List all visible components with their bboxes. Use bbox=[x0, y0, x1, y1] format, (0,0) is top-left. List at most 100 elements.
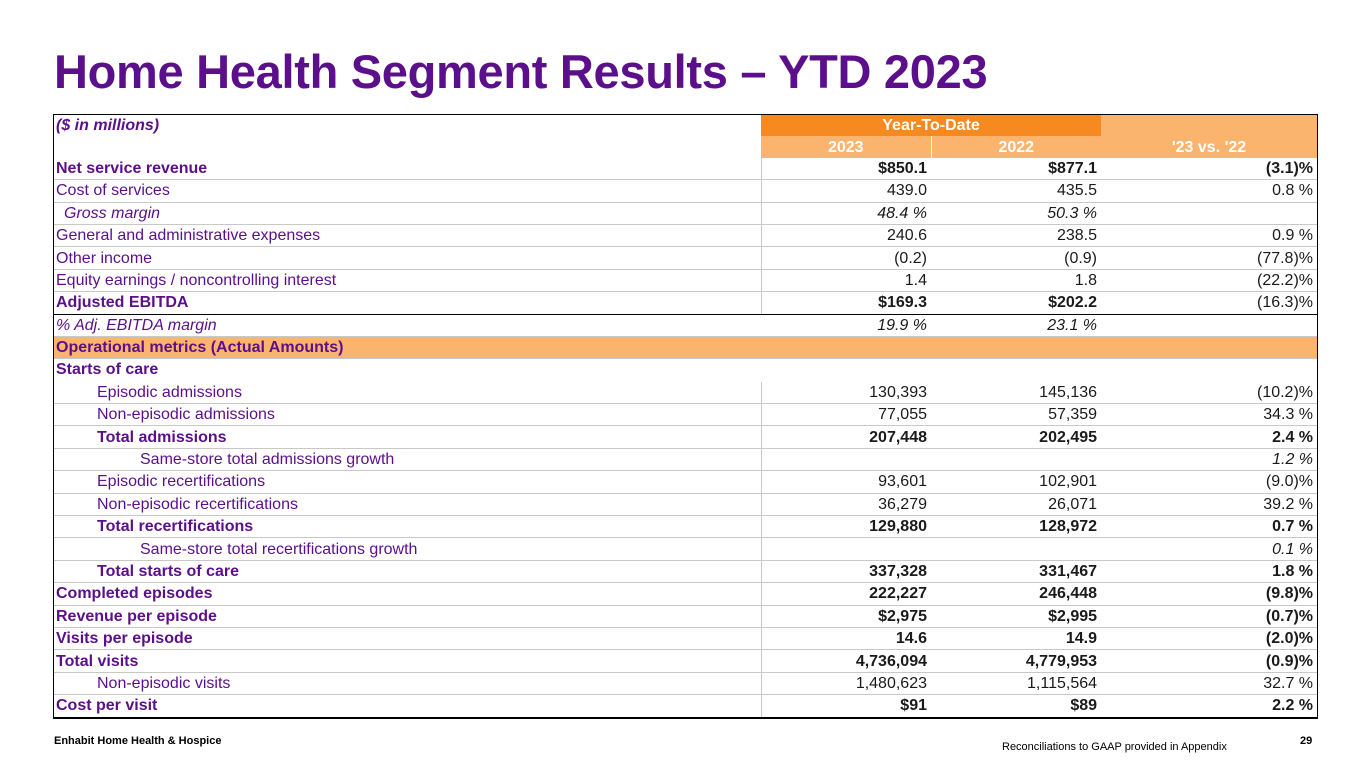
section-label: Operational metrics (Actual Amounts) bbox=[54, 336, 761, 360]
value-2023 bbox=[760, 448, 931, 472]
value-change: 39.2 % bbox=[1101, 493, 1318, 517]
row-label: Non-episodic visits bbox=[54, 672, 761, 696]
value-2023: 93,601 bbox=[760, 470, 931, 494]
value-change: (0.9)% bbox=[1101, 649, 1318, 673]
value-2022: 1.8 bbox=[931, 269, 1102, 293]
table-row: Completed episodes 222,227 246,448 (9.8)… bbox=[54, 582, 1318, 606]
row-label: % Adj. EBITDA margin bbox=[54, 314, 761, 337]
value-change: (2.0)% bbox=[1101, 627, 1318, 651]
table-row: Total admissions 207,448 202,495 2.4 % bbox=[54, 425, 1318, 449]
table-row: Total visits 4,736,094 4,779,953 (0.9)% bbox=[54, 649, 1318, 673]
value-2023 bbox=[760, 537, 931, 561]
section-header-row: Operational metrics (Actual Amounts) bbox=[54, 336, 1318, 360]
segment-results-table: ($ in millions) Year-To-Date '23 vs. '22… bbox=[52, 114, 1319, 719]
row-label: Episodic admissions bbox=[54, 381, 761, 405]
value-change: 2.4 % bbox=[1101, 425, 1318, 449]
row-label: Non-episodic recertifications bbox=[54, 493, 761, 517]
row-label: Total visits bbox=[54, 649, 761, 673]
value-change: (9.8)% bbox=[1101, 582, 1318, 606]
value-change bbox=[1101, 358, 1318, 382]
table-row: Episodic admissions 130,393 145,136 (10.… bbox=[54, 381, 1318, 405]
value-2022: $202.2 bbox=[931, 291, 1102, 315]
table-row: Cost of services 439.0 435.5 0.8 % bbox=[54, 179, 1318, 203]
row-label: Total admissions bbox=[54, 425, 761, 449]
value-2023: 337,328 bbox=[760, 560, 931, 584]
value-2023: $169.3 bbox=[760, 291, 931, 315]
row-label: Revenue per episode bbox=[54, 605, 761, 628]
value-2022: 246,448 bbox=[931, 582, 1102, 606]
value-change bbox=[1101, 314, 1318, 337]
row-label: Adjusted EBITDA bbox=[54, 291, 761, 315]
table-row: Non-episodic visits 1,480,623 1,115,564 … bbox=[54, 672, 1318, 696]
row-label: Same-store total admissions growth bbox=[54, 448, 761, 472]
value-change: (22.2)% bbox=[1101, 269, 1318, 293]
table-row: Episodic recertifications 93,601 102,901… bbox=[54, 470, 1318, 494]
value-change: 2.2 % bbox=[1101, 694, 1318, 718]
page-title: Home Health Segment Results – YTD 2023 bbox=[54, 45, 988, 98]
value-change bbox=[1101, 336, 1318, 360]
row-label: Non-episodic admissions bbox=[54, 403, 761, 427]
value-2022: 202,495 bbox=[931, 425, 1102, 449]
value-2022: 128,972 bbox=[931, 515, 1102, 539]
row-label: Cost of services bbox=[54, 179, 761, 203]
value-2022 bbox=[931, 336, 1102, 360]
value-change: 0.1 % bbox=[1101, 537, 1318, 561]
row-label: Equity earnings / noncontrolling interes… bbox=[54, 269, 761, 293]
footer-company: Enhabit Home Health & Hospice bbox=[54, 735, 222, 747]
value-2023 bbox=[761, 358, 931, 382]
row-label: Visits per episode bbox=[54, 627, 761, 651]
table-row: Total recertifications 129,880 128,972 0… bbox=[54, 515, 1318, 539]
value-change: 1.2 % bbox=[1101, 448, 1318, 472]
value-2022 bbox=[931, 448, 1102, 472]
row-label: Completed episodes bbox=[54, 582, 761, 606]
value-2023: 19.9 % bbox=[761, 314, 931, 337]
value-2022: 238.5 bbox=[931, 224, 1102, 248]
table-row: Adjusted EBITDA $169.3 $202.2 (16.3)% bbox=[54, 291, 1318, 315]
value-2023: 240.6 bbox=[760, 224, 931, 248]
value-2022: 1,115,564 bbox=[931, 672, 1102, 696]
value-2022: $89 bbox=[931, 694, 1102, 718]
table-row: Gross margin 48.4 % 50.3 % bbox=[54, 202, 1318, 225]
value-2023: 77,055 bbox=[760, 403, 931, 427]
value-2023: 14.6 bbox=[760, 627, 931, 651]
value-2022: (0.9) bbox=[931, 246, 1102, 270]
value-2023: 439.0 bbox=[760, 179, 931, 203]
value-2023: $91 bbox=[760, 694, 931, 718]
row-label: Episodic recertifications bbox=[54, 470, 761, 494]
header-row-1: ($ in millions) Year-To-Date '23 vs. '22 bbox=[54, 115, 1318, 158]
value-2022: 23.1 % bbox=[931, 314, 1102, 337]
row-label: Net service revenue bbox=[54, 157, 761, 181]
table-row: Same-store total admissions growth 1.2 % bbox=[54, 448, 1318, 472]
table-row: % Adj. EBITDA margin 19.9 % 23.1 % bbox=[54, 314, 1318, 337]
value-2022 bbox=[931, 537, 1102, 561]
value-change: (9.0)% bbox=[1101, 470, 1318, 494]
value-2022: 331,467 bbox=[931, 560, 1102, 584]
value-2022: 102,901 bbox=[931, 470, 1102, 494]
table-row: Starts of care bbox=[54, 358, 1318, 382]
value-2023 bbox=[761, 336, 931, 360]
header-row-2: 2023 2022 bbox=[54, 136, 1317, 158]
row-label: Total recertifications bbox=[54, 515, 761, 539]
page-number: 29 bbox=[1300, 735, 1313, 747]
value-2022: 4,779,953 bbox=[931, 649, 1102, 673]
row-label: General and administrative expenses bbox=[54, 224, 761, 248]
value-change: 0.9 % bbox=[1101, 224, 1318, 248]
table-row: Equity earnings / noncontrolling interes… bbox=[54, 269, 1318, 293]
value-2023: 129,880 bbox=[760, 515, 931, 539]
value-change: 34.3 % bbox=[1101, 403, 1318, 427]
value-2023: 4,736,094 bbox=[760, 649, 931, 673]
table-row: Non-episodic admissions 77,055 57,359 34… bbox=[54, 403, 1318, 427]
header-2023: 2023 bbox=[761, 136, 931, 158]
table-row: Non-episodic recertifications 36,279 26,… bbox=[54, 493, 1318, 517]
row-label: Same-store total recertifications growth bbox=[54, 537, 761, 561]
value-change: (0.7)% bbox=[1101, 605, 1318, 628]
value-2022: 50.3 % bbox=[931, 202, 1102, 225]
table-row: Total starts of care 337,328 331,467 1.8… bbox=[54, 560, 1318, 584]
value-2022: $2,995 bbox=[931, 605, 1102, 628]
row-label: Gross margin bbox=[54, 202, 761, 225]
value-2023: (0.2) bbox=[760, 246, 931, 270]
value-2022: 14.9 bbox=[931, 627, 1102, 651]
value-2022: 57,359 bbox=[931, 403, 1102, 427]
row-label: Total starts of care bbox=[54, 560, 761, 584]
row-label: Other income bbox=[54, 246, 761, 270]
